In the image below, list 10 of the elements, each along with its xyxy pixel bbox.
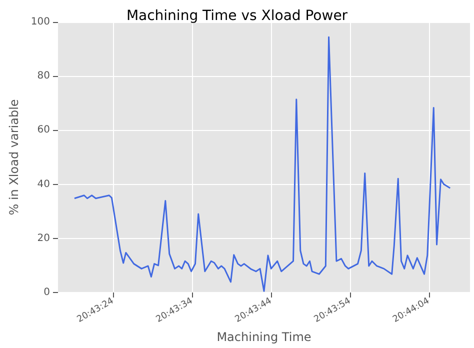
y-tick-label: 80 (37, 70, 50, 82)
chart-title: Machining Time vs Xload Power (126, 8, 348, 24)
y-axis-title: % in Xload variable (7, 99, 21, 216)
x-axis-title: Machining Time (216, 330, 312, 344)
y-tick-label: 40 (37, 178, 50, 190)
y-tick-label: 100 (30, 16, 50, 28)
y-tick-label: 60 (37, 124, 50, 136)
y-tick-label: 20 (37, 232, 50, 244)
y-tick-label: 0 (44, 286, 50, 298)
line-series (74, 36, 451, 292)
